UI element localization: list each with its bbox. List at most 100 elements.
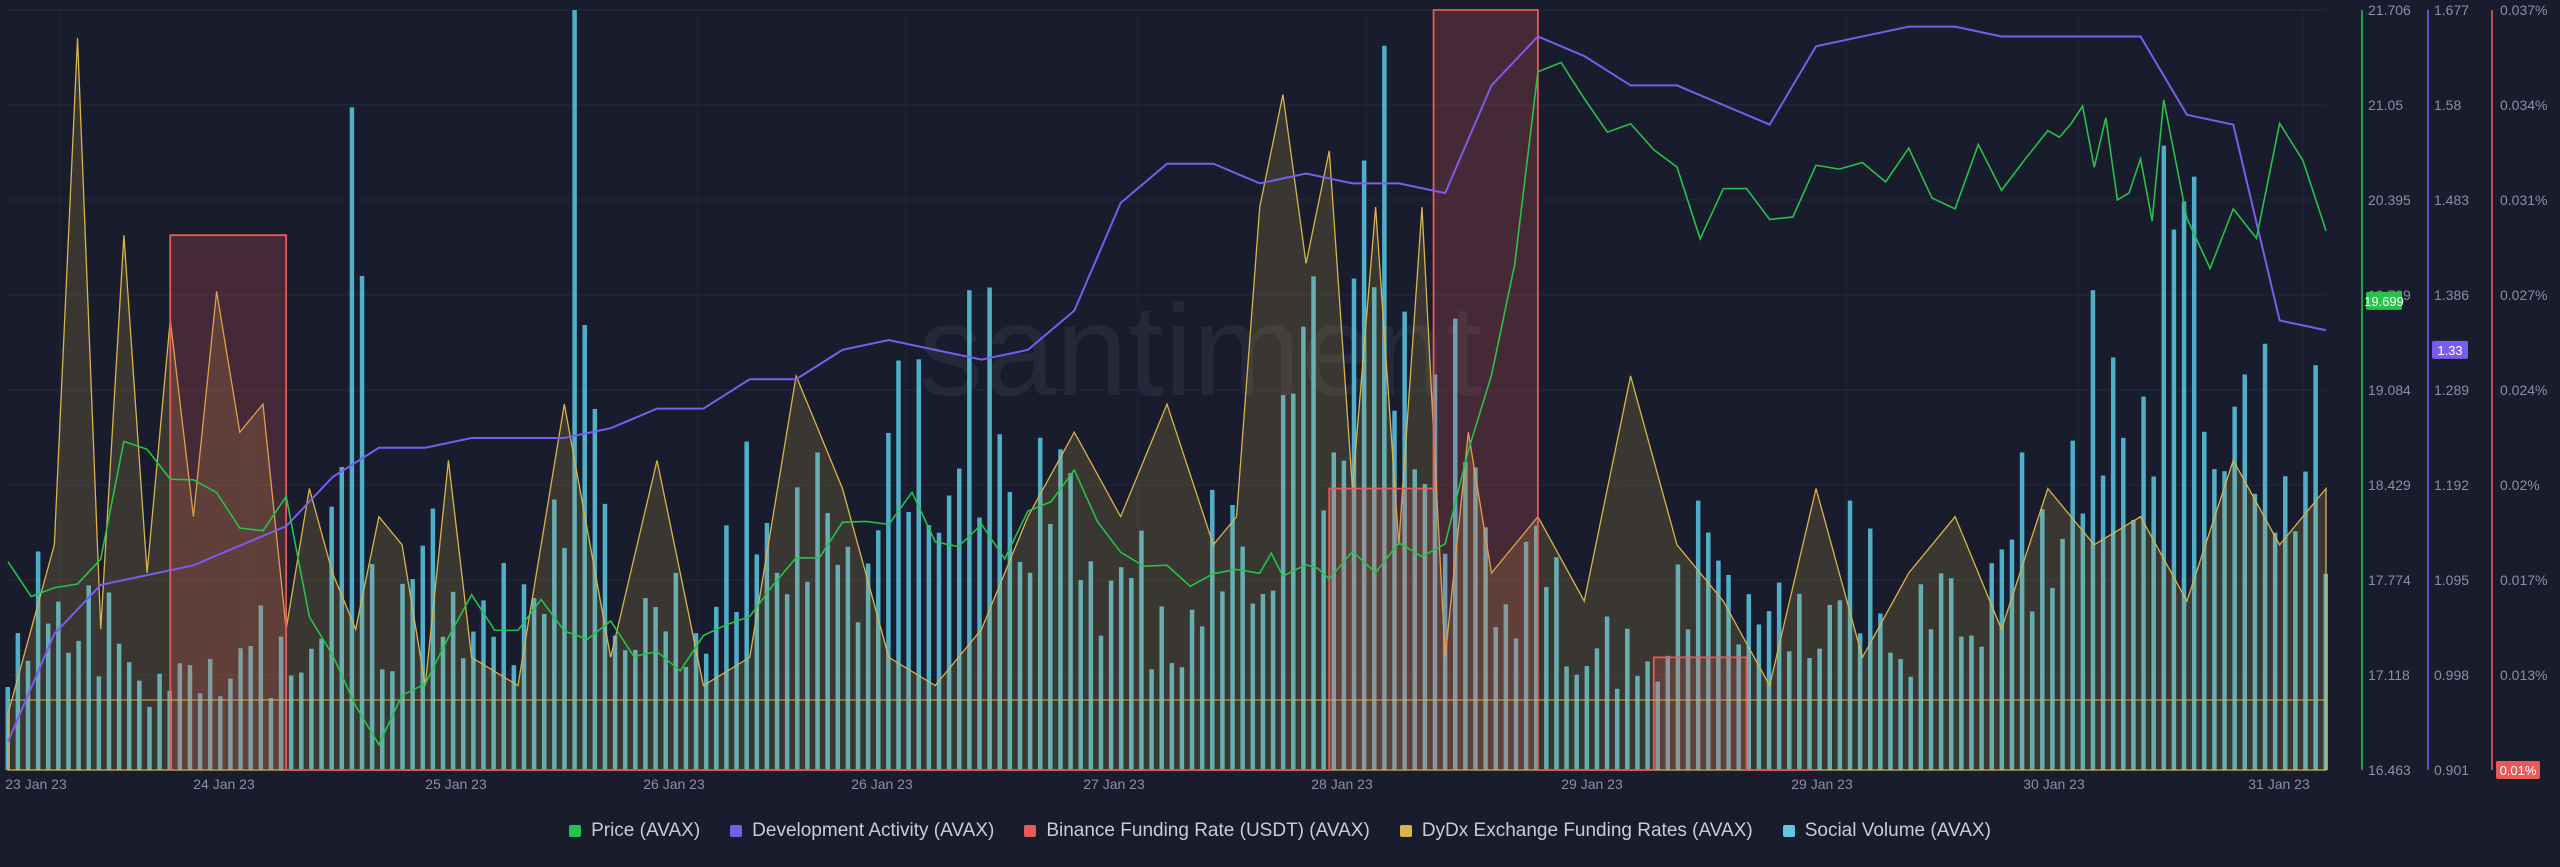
social-volume-bar [1655,681,1660,770]
social-volume-bar [1979,646,1984,770]
social-volume-bar [1452,318,1458,770]
social-volume-bar [1220,591,1225,770]
social-volume-bar [1959,636,1964,770]
legend-item[interactable]: Social Volume (AVAX) [1782,820,1991,842]
social-volume-bar [2029,611,2035,770]
social-volume-bar [359,275,365,770]
legend-item[interactable]: DyDx Exchange Funding Rates (AVAX) [1399,820,1753,842]
social-volume-bar [1473,467,1478,770]
x-tick-label: 26 Jan 23 [851,776,913,792]
social-volume-bar [1351,278,1357,770]
social-volume-bar [1776,582,1782,770]
social-volume-bar [582,325,587,770]
funding-axis-tick: 0.017% [2500,572,2547,588]
social-volume-bar [1230,505,1235,770]
social-volume-bar [643,598,648,770]
social-volume-bar [1372,287,1377,770]
social-volume-bar [2151,476,2156,770]
social-volume-bar [612,635,618,770]
social-volume-bar [2100,475,2106,770]
dydx-funding-area [7,38,2327,771]
legend-item[interactable]: Price (AVAX) [569,820,700,842]
social-volume-bar [1706,532,1711,770]
social-volume-bar [1210,489,1215,770]
social-volume-bar [268,698,274,770]
social-volume-bar [1027,572,1033,770]
social-volume-bar [1574,674,1579,770]
social-volume-bar [531,597,537,770]
social-volume-bar [1240,546,1245,770]
price-value-badge [2366,291,2402,310]
social-volume-bar [521,584,527,770]
social-volume-bar [2181,201,2187,770]
social-volume-bar [380,669,385,770]
funding-value-badge [2496,761,2540,779]
social-volume-bar [1463,461,1468,770]
social-volume-bar [491,636,496,770]
social-volume-bar [1068,473,1073,770]
social-volume-bar [1999,549,2005,770]
social-volume-bar [1331,452,1337,770]
social-volume-bar [693,633,699,770]
social-volume-bar [1736,644,1741,770]
social-volume-bar [2009,539,2015,770]
social-volume-bar [1078,580,1083,770]
social-volume-bar [1129,578,1134,770]
social-volume-bar [481,600,486,770]
social-volume-bar [1503,604,1509,770]
legend-swatch [730,825,743,837]
social-volume-bar [1716,560,1721,770]
social-volume-bar [1817,648,1822,770]
funding-value-badge-text: 0.01% [2500,763,2537,778]
social-volume-bar [1564,666,1569,770]
price-axis-tick: 21.05 [2368,97,2403,113]
social-volume-bar [602,503,608,770]
social-volume-bar [653,607,658,770]
social-volume-bar [744,441,749,770]
social-volume-bar [1361,160,1367,770]
social-volume-bar [1402,311,1407,770]
axes-layer: 23 Jan 23 24 Jan 23 25 Jan 23 26 Jan 23 26 J… [5,2,2547,792]
social-volume-bar [1270,590,1276,770]
funding-axis-tick: 0.024% [2500,382,2547,398]
social-volume-bar [86,585,91,770]
social-volume-bar [137,680,142,770]
social-volume-bar [1665,655,1671,770]
social-volume-bar [1898,659,1903,770]
social-volume-bar [592,408,598,770]
social-volume-bar [2110,357,2116,770]
social-volume-bar [116,643,122,770]
social-volume-bar [1108,580,1114,770]
social-volume-bar [2212,469,2217,770]
social-volume-bar [622,650,628,770]
social-volume-bar [1857,633,1863,770]
social-volume-bar [795,487,800,770]
social-volume-bar [1088,561,1094,770]
social-volume-bar [1797,593,1802,770]
social-volume-bar [835,564,841,770]
social-volume-bar [2019,452,2025,770]
legend-item[interactable]: Development Activity (AVAX) [730,820,994,842]
social-volume-bar [390,671,395,770]
social-volume-bar [278,636,284,770]
social-volume-bar [1969,635,1974,770]
social-volume-bar [1179,667,1185,770]
social-volume-bar [1139,530,1144,770]
social-volume-bar [15,633,21,770]
social-volume-bar [855,622,861,770]
dev-axis-tick: 1.386 [2434,287,2469,303]
social-volume-bar [420,545,426,770]
social-volume-bar [461,658,466,770]
dev-value-badge [2432,340,2468,359]
social-volume-bar [967,290,972,770]
social-volume-bar [572,10,577,770]
social-volume-bar [1827,605,1833,770]
social-volume-bar [1544,587,1549,770]
social-volume-bar [1442,553,1448,770]
social-volume-bar [1625,628,1630,770]
social-volume-bar [2090,290,2096,770]
social-volume-bar [339,467,345,770]
social-volume-bar [1382,45,1387,771]
social-volume-bar [663,631,668,770]
legend-item[interactable]: Binance Funding Rate (USDT) (AVAX) [1024,820,1370,842]
